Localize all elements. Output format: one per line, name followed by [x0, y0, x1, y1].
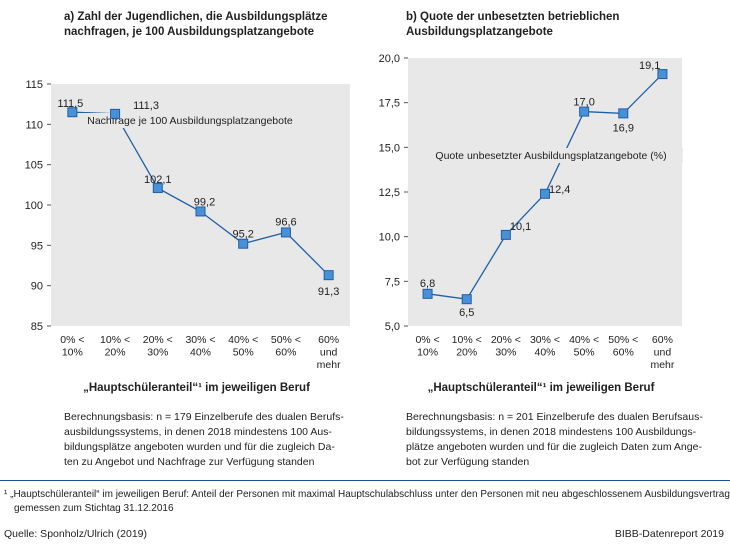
x-tick-label-b: 50% — [574, 347, 595, 359]
chart-title-a: a) Zahl der Jugendlichen, die Ausbildung… — [64, 11, 327, 23]
note-a-line: ausbildungssystems, in denen 2018 mindes… — [64, 426, 332, 438]
y-tick-label-a: 100 — [25, 200, 43, 212]
x-axis-title-a: „Hauptschüleranteil“¹ im jeweiligen Beru… — [83, 382, 310, 394]
x-tick-label-a: mehr — [317, 359, 341, 371]
data-point-b — [422, 288, 433, 299]
data-point-a — [67, 107, 78, 118]
x-tick-label-a: 40% < — [228, 334, 258, 346]
y-tick-label-b: 15,0 — [379, 142, 400, 154]
data-label-b: 6,5 — [459, 307, 474, 319]
note-a-line: Berechnungsbasis: n = 179 Einzelberufe d… — [64, 411, 344, 423]
footnote-line: gemessen zum Stichtag 31.12.2016 — [14, 503, 174, 514]
footnote-line: ¹ „Hauptschüleranteil“ im jeweiligen Ber… — [4, 489, 730, 500]
chart-title-b: Ausbildungsplatzangebote — [406, 26, 553, 38]
y-tick-label-a: 110 — [25, 119, 43, 131]
data-point-a — [280, 227, 291, 238]
x-tick-label-a: 50% — [233, 347, 254, 359]
chart-title-b: b) Quote der unbesetzten betrieblichen — [406, 11, 619, 23]
x-tick-label-b: 60% — [613, 347, 634, 359]
x-tick-label-b: 50% < — [608, 334, 638, 346]
data-label-a: 96,6 — [275, 216, 296, 228]
data-label-a: 111,5 — [57, 98, 83, 110]
data-point-a — [110, 108, 121, 119]
x-tick-label-b: 0% < — [415, 334, 439, 346]
x-tick-label-a: 60% — [275, 347, 296, 359]
data-point-b — [500, 229, 511, 240]
chart-title-a: nachfragen, je 100 Ausbildungsplatzangeb… — [64, 26, 314, 38]
x-tick-label-b: 10% — [417, 347, 438, 359]
note-b: Berechnungsbasis: n = 201 Einzelberufe d… — [406, 410, 706, 470]
data-point-b — [540, 188, 550, 199]
y-tick-label-a: 85 — [31, 321, 43, 333]
data-point-b — [579, 106, 590, 117]
note-a-line: bildungsplätze angeboten wurden und für … — [64, 441, 335, 453]
data-point-a — [323, 270, 334, 281]
x-axis-title-b: „Hauptschüleranteil“¹ im jeweiligen Beru… — [428, 382, 655, 394]
note-b-line: Berechnungsbasis: n = 201 Einzelberufe d… — [406, 411, 703, 423]
y-tick-label-a: 105 — [25, 160, 43, 172]
y-tick-label-b: 5,0 — [385, 321, 400, 333]
data-label-b: 16,9 — [613, 122, 634, 134]
legend-bg-a — [72, 113, 308, 128]
x-tick-label-a: 60% — [318, 334, 339, 346]
data-label-a: 95,2 — [233, 229, 254, 241]
note-b-line: plätze angeboten wurden und für die zugl… — [406, 441, 702, 453]
data-label-b: 19,1 — [639, 60, 660, 72]
data-label-b: 12,4 — [549, 184, 570, 196]
y-tick-label-a: 95 — [31, 240, 43, 252]
x-tick-label-b: 20% < — [491, 334, 521, 346]
note-a-line: ten zu Angebot und Nachfrage zur Verfügu… — [64, 456, 315, 468]
x-tick-label-b: mehr — [650, 359, 674, 371]
data-label-b: 6,8 — [420, 278, 435, 290]
x-tick-label-a: und — [320, 347, 338, 359]
brand-text: BIBB-Datenreport 2019 — [614, 528, 724, 540]
x-tick-label-a: 10% — [62, 347, 83, 359]
data-label-a: 99,2 — [194, 196, 215, 208]
y-tick-label-a: 90 — [31, 281, 43, 293]
x-tick-label-b: und — [654, 347, 672, 359]
note-b-line: bildungssystems, in denen 2018 mindesten… — [406, 426, 697, 438]
y-tick-label-b: 17,5 — [379, 98, 400, 110]
x-tick-label-b: 10% < — [452, 334, 482, 346]
x-tick-label-b: 40% < — [569, 334, 599, 346]
data-label-a: 91,3 — [318, 286, 339, 298]
y-tick-label-b: 10,0 — [379, 232, 400, 244]
x-tick-label-a: 40% — [190, 347, 211, 359]
x-tick-label-a: 10% < — [100, 334, 130, 346]
x-tick-label-b: 30% — [495, 347, 516, 359]
x-tick-label-a: 20% < — [143, 334, 173, 346]
legend-label-a: Nachfrage je 100 Ausbildungsplatzangebot… — [87, 115, 293, 127]
legend-bg-b — [419, 148, 683, 163]
x-tick-label-a: 50% < — [271, 334, 301, 346]
data-point-a — [195, 206, 206, 217]
data-label-a: 102,1 — [144, 174, 172, 186]
note-b-line: bot zur Verfügung standen — [406, 456, 530, 468]
y-tick-label-a: 115 — [25, 79, 43, 91]
x-tick-label-a: 20% — [105, 347, 126, 359]
data-point-b — [618, 108, 629, 119]
x-tick-label-a: 30% — [147, 347, 168, 359]
x-tick-label-b: 40% — [534, 347, 555, 359]
x-tick-label-a: 30% < — [185, 334, 215, 346]
y-tick-label-b: 12,5 — [379, 187, 400, 199]
data-point-b — [657, 69, 668, 80]
y-tick-label-b: 7,5 — [385, 276, 400, 288]
y-tick-label-b: 20,0 — [379, 53, 400, 65]
data-label-b: 17,0 — [573, 97, 594, 109]
data-point-b — [461, 294, 472, 305]
data-label-a: 111,3 — [133, 100, 159, 112]
note-a: Berechnungsbasis: n = 179 Einzelberufe d… — [64, 410, 354, 470]
x-tick-label-b: 60% — [652, 334, 673, 346]
footnote: ¹ „Hauptschüleranteil“ im jeweiligen Ber… — [4, 488, 730, 516]
data-point-a — [152, 183, 163, 194]
x-tick-label-b: 30% < — [530, 334, 560, 346]
x-tick-label-a: 0% < — [60, 334, 84, 346]
data-point-a — [238, 238, 249, 249]
data-label-b: 10,1 — [510, 221, 531, 233]
divider-line — [0, 480, 730, 481]
legend-label-b: Quote unbesetzter Ausbildungsplatzangebo… — [435, 150, 666, 162]
source-text: Quelle: Sponholz/Ulrich (2019) — [4, 528, 147, 540]
x-tick-label-b: 20% — [456, 347, 477, 359]
